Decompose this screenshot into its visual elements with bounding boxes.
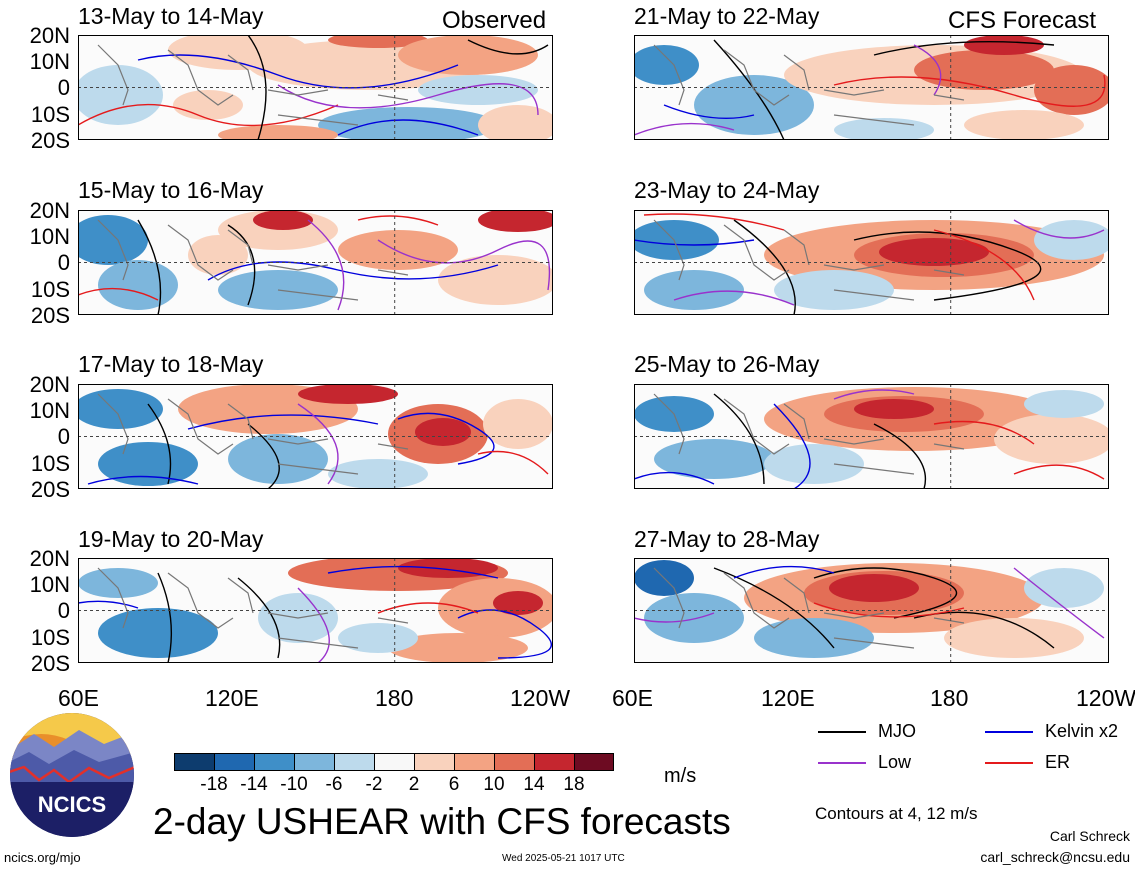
colorbar-tick: -10 xyxy=(280,774,308,795)
colorbar-box xyxy=(454,753,494,771)
contours-note: Contours at 4, 12 m/s xyxy=(815,804,978,823)
lat-label: 20N xyxy=(29,23,70,48)
lat-label: 0 xyxy=(57,598,70,623)
observed-label: Observed xyxy=(442,7,547,34)
lon-label: 180 xyxy=(930,685,969,711)
lat-label: 10N xyxy=(29,49,70,74)
forecast-panel-4-map xyxy=(634,558,1109,663)
legend-line-low xyxy=(818,762,866,764)
forecast-panel-3-map xyxy=(634,384,1109,489)
lat-label: 20N xyxy=(29,372,70,397)
forecast-panel-3-title: 25-May to 26-May xyxy=(634,351,820,377)
observed-panel-2-map xyxy=(78,210,553,315)
legend-line-kelvin xyxy=(985,731,1033,733)
legend-label-er: ER xyxy=(1045,752,1071,772)
logo-text: NCICS xyxy=(38,792,106,817)
colorbar-box xyxy=(534,753,574,771)
lon-label: 60E xyxy=(612,685,653,711)
lat-label: 20S xyxy=(30,128,70,153)
colorbar-tick: -14 xyxy=(240,774,268,795)
colorbar-box xyxy=(374,753,414,771)
lat-label: 10S xyxy=(30,451,70,476)
lat-label: 10S xyxy=(30,625,70,650)
lat-label: 10S xyxy=(30,102,70,127)
colorbar-tick: 2 xyxy=(408,774,420,795)
colorbar-tick: -18 xyxy=(200,774,228,795)
observed-panel-4-title: 19-May to 20-May xyxy=(78,526,264,552)
ncics-logo: NCICS xyxy=(9,712,135,838)
colorbar-tick: 18 xyxy=(563,774,585,795)
colorbar-unit: m/s xyxy=(664,765,697,787)
lat-label: 20S xyxy=(30,303,70,328)
footer-author: Carl Schreck xyxy=(1049,828,1130,844)
lon-label: 120W xyxy=(510,685,571,711)
lon-label: 120E xyxy=(761,685,815,711)
colorbar-tick: 14 xyxy=(523,774,545,795)
footer-url[interactable]: ncics.org/mjo xyxy=(4,850,81,865)
colorbar-box xyxy=(414,753,454,771)
lat-label: 10N xyxy=(29,224,70,249)
lat-label: 0 xyxy=(57,424,70,449)
colorbar-box xyxy=(174,753,214,771)
colorbar-ticks: -18 -14 -10 -6 -2 2 6 10 14 18 xyxy=(194,775,634,797)
colorbar-box xyxy=(214,753,254,771)
lat-label: 0 xyxy=(57,250,70,275)
main-title: 2-day USHEAR with CFS forecasts xyxy=(153,801,731,842)
colorbar-tick: 6 xyxy=(448,774,460,795)
colorbar-box xyxy=(334,753,374,771)
observed-panel-2-title: 15-May to 16-May xyxy=(78,177,264,203)
colorbar-tick: -2 xyxy=(365,774,383,795)
footer-timestamp: Wed 2025-05-21 1017 UTC xyxy=(502,853,625,864)
colorbar-tick: 10 xyxy=(483,774,505,795)
lat-label: 20S xyxy=(30,651,70,676)
legend-line-mjo xyxy=(818,731,866,733)
lat-label: 10S xyxy=(30,277,70,302)
observed-panel-1-title: 13-May to 14-May xyxy=(78,3,264,29)
lat-label: 10N xyxy=(29,398,70,423)
observed-panel-1-map xyxy=(78,35,553,140)
forecast-panel-1-map xyxy=(634,35,1109,140)
lat-label: 20N xyxy=(29,546,70,571)
forecast-panel-1-title: 21-May to 22-May xyxy=(634,3,820,29)
legend-label-mjo: MJO xyxy=(878,721,916,741)
colorbar-box xyxy=(574,753,614,771)
forecast-panel-2-title: 23-May to 24-May xyxy=(634,177,820,203)
lat-label: 20S xyxy=(30,477,70,502)
observed-panel-3-title: 17-May to 18-May xyxy=(78,351,264,377)
footer-email[interactable]: carl_schreck@ncsu.edu xyxy=(980,849,1130,865)
colorbar-tick: -6 xyxy=(325,774,343,795)
lon-label: 120W xyxy=(1076,685,1135,711)
lon-label: 60E xyxy=(58,685,99,711)
forecast-label: CFS Forecast xyxy=(948,7,1097,34)
legend-line-er xyxy=(985,762,1033,764)
lon-label: 120E xyxy=(205,685,259,711)
lat-label: 10N xyxy=(29,572,70,597)
legend-label-kelvin: Kelvin x2 xyxy=(1045,721,1119,741)
colorbar-boxes xyxy=(174,753,614,771)
colorbar-box xyxy=(294,753,334,771)
legend-label-low: Low xyxy=(878,752,912,772)
forecast-panel-4-title: 27-May to 28-May xyxy=(634,526,820,552)
observed-panel-4-map xyxy=(78,558,553,663)
forecast-panel-2-map xyxy=(634,210,1109,315)
colorbar-box xyxy=(494,753,534,771)
colorbar-box xyxy=(254,753,294,771)
lon-label: 180 xyxy=(375,685,414,711)
observed-panel-3-map xyxy=(78,384,553,489)
lat-label: 20N xyxy=(29,198,70,223)
lat-label: 0 xyxy=(57,75,70,100)
